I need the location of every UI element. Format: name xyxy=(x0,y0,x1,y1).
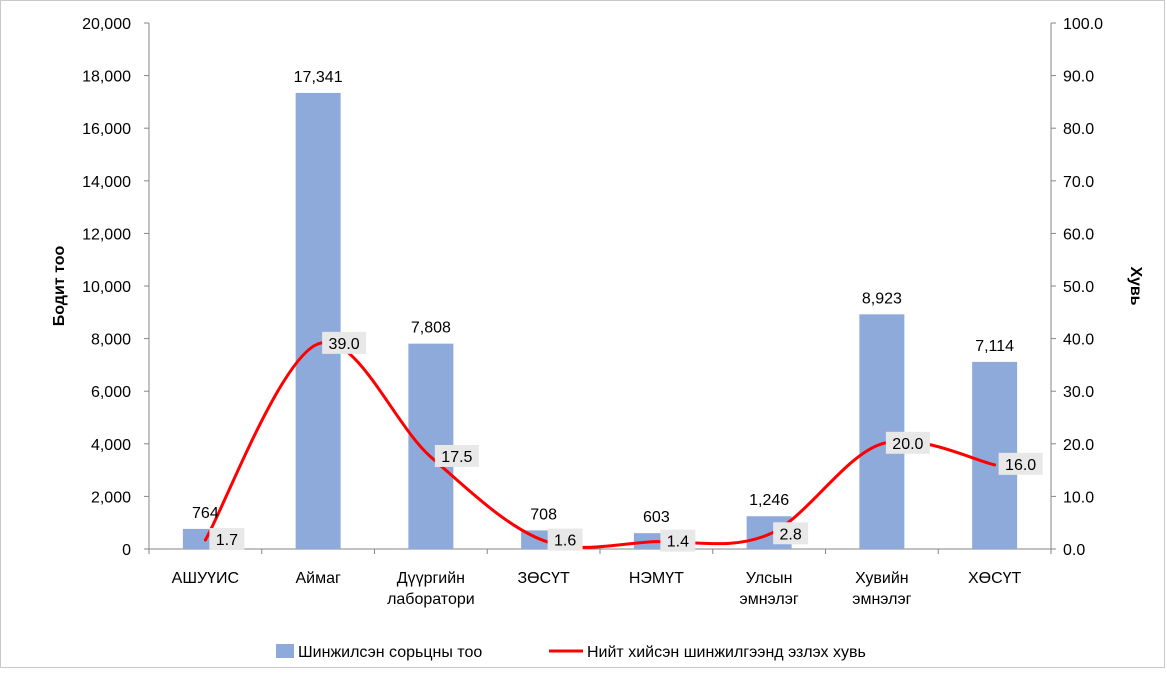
line-label-box xyxy=(660,529,696,552)
category-label-line: эмнэлэг xyxy=(852,591,911,608)
y-tick-label: 10,000 xyxy=(82,279,131,296)
bar-value-label: 708 xyxy=(530,506,557,523)
line-label-box xyxy=(773,522,809,545)
y2-tick-label: 0.0 xyxy=(1063,542,1085,559)
axes: 0 2,000 4,000 6,000 8,000 10,000 12,000 14,000 1… xyxy=(51,16,1144,559)
category-label-line: эмнэлэг xyxy=(740,591,799,608)
y-tick-label: 4,000 xyxy=(91,437,131,454)
y2-tick-label: 90.0 xyxy=(1063,69,1094,86)
bar-series xyxy=(182,92,1018,549)
bar xyxy=(295,92,341,549)
line-label-text: 1.6 xyxy=(554,533,576,550)
line-label-text: 20.0 xyxy=(892,436,923,453)
y2-tick-label: 10.0 xyxy=(1063,489,1094,506)
legend-bar-label: Шинжилсэн сорьцны тоо xyxy=(298,644,482,661)
line-label-text: 1.7 xyxy=(216,532,238,549)
line-label-text: 1.4 xyxy=(667,534,689,551)
bar xyxy=(859,314,905,549)
line-point xyxy=(880,442,884,446)
bar-value-label: 17,341 xyxy=(294,69,343,86)
line-label-text: 2.8 xyxy=(780,526,802,543)
category-label: АШУҮИС xyxy=(172,570,239,587)
y2-axis-title: Хувь xyxy=(1127,266,1144,305)
line-value-label: 1.7 xyxy=(209,528,245,551)
y-tick-label: 2,000 xyxy=(91,489,131,506)
legend: Шинжилсэн сорьцны тоо Нийт хийсэн шинжилг… xyxy=(276,644,866,661)
y-tick-label: 12,000 xyxy=(82,226,131,243)
y-axis-title: Бодит тоо xyxy=(51,246,68,327)
line-point xyxy=(203,538,207,542)
line-label-box xyxy=(547,528,583,551)
category-label: Улсын эмнэлэг xyxy=(740,570,799,608)
category-label: ХӨСҮТ xyxy=(968,570,1022,587)
y2-tick-label: 30.0 xyxy=(1063,384,1094,401)
y2-tick-label: 100.0 xyxy=(1063,16,1103,33)
line-label-text: 16.0 xyxy=(1005,457,1036,474)
line-value-label: 39.0 xyxy=(322,331,367,354)
line-point xyxy=(654,540,658,544)
y2-tick-label: 50.0 xyxy=(1063,279,1094,296)
category-label-line: НЭМҮТ xyxy=(629,570,684,587)
bar-value-label: 1,246 xyxy=(749,492,789,509)
bar-value-label: 8,923 xyxy=(862,290,902,307)
category-label-line: АШУҮИС xyxy=(172,570,239,587)
y2-tick-label: 40.0 xyxy=(1063,332,1094,349)
y-tick-label: 16,000 xyxy=(82,121,131,138)
bar-value-label: 603 xyxy=(643,509,670,526)
category-label-line: Хувийн xyxy=(855,570,909,587)
y-tick-label: 6,000 xyxy=(91,384,131,401)
category-label: Хувийн эмнэлэг xyxy=(852,570,911,608)
category-label-line: ЗӨСҮТ xyxy=(517,570,570,587)
category-label-line: лаборатори xyxy=(387,591,475,608)
bar-value-label: 7,114 xyxy=(975,338,1014,355)
line-point xyxy=(542,539,546,543)
line-value-label: 1.4 xyxy=(660,529,696,552)
line-label-box xyxy=(209,528,245,551)
category-labels: АШУҮИС Аймаг Дүүргийн лаборатори ЗӨСҮТ НЭМҮТ У… xyxy=(172,570,1022,608)
y-tick-label: 8,000 xyxy=(91,332,131,349)
y2-tick-label: 70.0 xyxy=(1063,174,1094,191)
y-tick-label: 0 xyxy=(122,542,131,559)
line-point xyxy=(429,455,433,459)
line-value-label: 16.0 xyxy=(998,452,1043,475)
line-value-label: 1.6 xyxy=(547,528,583,551)
bar-value-label: 764 xyxy=(192,505,219,522)
line-value-label: 2.8 xyxy=(773,522,809,545)
category-label: Аймаг xyxy=(295,570,341,587)
category-label: Дүүргийн лаборатори xyxy=(387,570,475,608)
line-label-box xyxy=(322,331,367,354)
line-label-box xyxy=(434,444,479,467)
line-point xyxy=(993,463,997,467)
y2-tick-label: 60.0 xyxy=(1063,226,1094,243)
data-labels: 764 17,341 7,808 708 603 1,246 8,923 7,114 1.7 39… xyxy=(192,69,1043,552)
y2-tick-label: 80.0 xyxy=(1063,121,1094,138)
category-label-line: Аймаг xyxy=(295,570,341,587)
line-value-label: 20.0 xyxy=(885,431,930,454)
line-label-box xyxy=(885,431,930,454)
bar-value-label: 7,808 xyxy=(411,320,451,337)
category-label: ЗӨСҮТ xyxy=(517,570,570,587)
line-point xyxy=(316,342,320,346)
line-label-text: 39.0 xyxy=(329,336,360,353)
legend-line-label: Нийт хийсэн шинжилгээнд эзлэх хувь xyxy=(587,644,866,661)
category-label-line: Улсын xyxy=(746,570,793,587)
y-tick-label: 18,000 xyxy=(82,69,131,86)
category-label-line: Дүүргийн xyxy=(397,570,465,587)
y-tick-label: 20,000 xyxy=(82,16,131,33)
y2-tick-label: 20.0 xyxy=(1063,437,1094,454)
legend-bar-swatch xyxy=(276,644,294,658)
line-label-box xyxy=(998,452,1043,475)
category-label-line: ХӨСҮТ xyxy=(968,570,1022,587)
category-label: НЭМҮТ xyxy=(629,570,684,587)
line-value-label: 17.5 xyxy=(434,444,479,467)
y-tick-label: 14,000 xyxy=(82,174,131,191)
line-label-text: 17.5 xyxy=(441,449,472,466)
line-point xyxy=(767,532,771,536)
